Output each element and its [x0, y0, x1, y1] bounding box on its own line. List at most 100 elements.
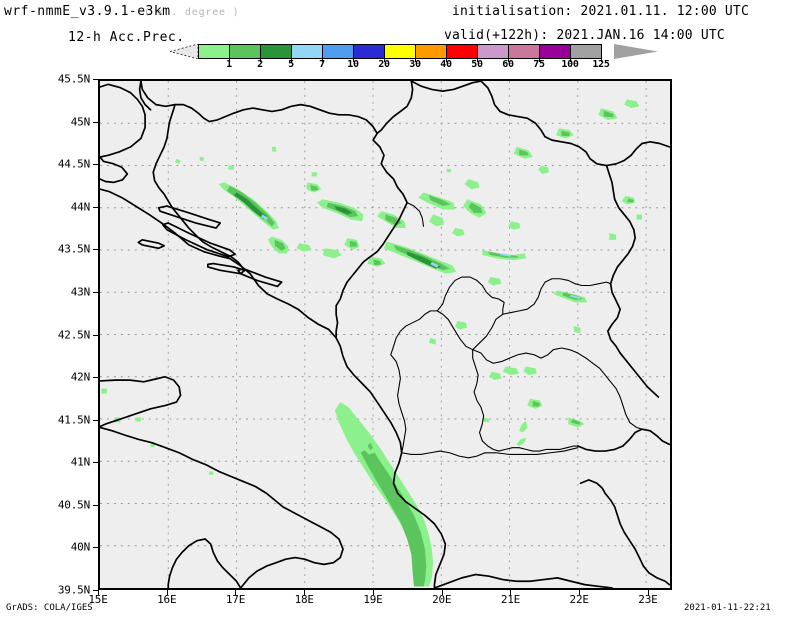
colorbar-label-75: 75: [533, 59, 545, 70]
precip-blob: [636, 214, 642, 220]
precip-blob: [532, 401, 540, 407]
colorbar-tick: [539, 59, 540, 62]
colorbar-tick: [229, 59, 230, 62]
grads-credit: GrADS: COLA/IGES: [6, 603, 93, 613]
precip-blob: [135, 417, 141, 422]
y-tick-mark: [93, 462, 98, 464]
render-timestamp: 2021-01-11-22:21: [684, 603, 771, 613]
precip-blob: [199, 157, 204, 162]
x-tick-label-19E: 19E: [363, 593, 383, 606]
valid-time: valid(+122h): 2021.JAN.16 14:00 UTC: [444, 28, 725, 43]
colorbar-label-2: 2: [257, 59, 263, 70]
y-tick-mark: [93, 121, 98, 123]
colorbar-label-20: 20: [378, 59, 390, 70]
precip-blob: [228, 165, 234, 170]
map-plot-area[interactable]: [98, 79, 672, 590]
precip-blob: [175, 158, 181, 164]
colorbar-block-30: [384, 44, 416, 59]
colorbar-block-40: [415, 44, 447, 59]
colorbar-block-1: [198, 44, 230, 59]
precip-blob: [455, 321, 468, 330]
y-tick-label-44.5N: 44.5N: [57, 157, 90, 171]
precip-blob: [603, 110, 614, 118]
colorbar-block-20: [353, 44, 385, 59]
coastline-border-layer: [100, 81, 670, 588]
precip-blob: [609, 233, 617, 240]
y-tick-label-42N: 42N: [70, 370, 90, 384]
precip-blob: [516, 437, 527, 447]
coastline: [410, 81, 482, 92]
precip-blob: [101, 388, 107, 394]
colorbar-label-7: 7: [319, 59, 325, 70]
precip-blob: [360, 446, 427, 587]
y-tick-mark: [93, 377, 98, 379]
colorbar-label-100: 100: [561, 59, 579, 70]
colorbar-tick: [477, 59, 478, 62]
precip-blob: [349, 240, 357, 247]
y-tick-mark: [93, 547, 98, 549]
field-title: 12-h Acc.Prec.: [68, 30, 185, 45]
country-border: [401, 450, 486, 459]
x-tick-label-15E: 15E: [88, 593, 108, 606]
colorbar-block-2: [229, 44, 261, 59]
precip-blob: [468, 202, 483, 213]
precip-blob: [483, 417, 490, 423]
y-tick-label-45.5N: 45.5N: [57, 72, 90, 86]
coastline: [206, 262, 246, 275]
precip-blob: [233, 192, 267, 220]
country-border: [390, 310, 474, 454]
y-tick-mark: [93, 79, 98, 80]
colorbar-label-1: 1: [226, 59, 232, 70]
colorbar-tick: [260, 59, 261, 62]
y-tick-label-44N: 44N: [70, 200, 90, 214]
precip-blob: [573, 326, 581, 333]
coastline: [579, 479, 606, 495]
y-tick-mark: [93, 504, 98, 506]
colorbar-label-10: 10: [347, 59, 359, 70]
country-border: [472, 278, 612, 351]
internal-border-layer: [390, 202, 643, 459]
colorbar-tick: [353, 59, 354, 62]
precip-blob: [569, 294, 581, 299]
x-tick-label-18E: 18E: [294, 593, 314, 606]
colorbar-block-7: [291, 44, 323, 59]
colorbar-tick: [384, 59, 385, 62]
model-title: wrf-nmmE_v3.9.1-e3km: [4, 4, 171, 19]
precip-blob: [271, 146, 277, 152]
precip-blob: [428, 337, 436, 345]
precip-blob: [311, 172, 318, 177]
units-note: ( x . degree ): [144, 7, 240, 18]
coastline: [167, 538, 242, 588]
precip-blob: [561, 130, 570, 136]
colorbar-block-125: [570, 44, 602, 59]
colorbar-block-75: [508, 44, 540, 59]
coastline: [100, 83, 146, 158]
colorbar-label-30: 30: [409, 59, 421, 70]
precip-blob: [209, 471, 214, 475]
colorbar-under-arrow-icon: [170, 44, 198, 59]
precip-blob: [487, 277, 502, 286]
colorbar-label-125: 125: [592, 59, 610, 70]
precip-blob: [261, 214, 268, 221]
colorbar-tick: [601, 59, 602, 62]
x-tick-mark: [579, 590, 581, 595]
precip-blob: [489, 371, 502, 381]
y-tick-mark: [93, 249, 98, 251]
precip-blob: [624, 99, 640, 109]
coastline: [604, 492, 670, 586]
coastline: [605, 164, 660, 398]
precip-blob: [502, 366, 520, 376]
precip-blob: [627, 198, 634, 203]
precip-blob: [499, 253, 511, 257]
precip-blob: [310, 184, 319, 191]
x-tick-label-16E: 16E: [157, 593, 177, 606]
precip-blob: [508, 221, 521, 230]
coastline: [100, 188, 447, 588]
coastline: [140, 81, 414, 135]
precip-blob: [538, 165, 550, 174]
colorbar-tick: [508, 59, 509, 62]
initialisation-time: initialisation: 2021.01.11. 12:00 UTC: [452, 4, 749, 19]
coastline: [138, 81, 152, 111]
country-border: [436, 276, 505, 315]
precip-blob: [362, 440, 375, 455]
